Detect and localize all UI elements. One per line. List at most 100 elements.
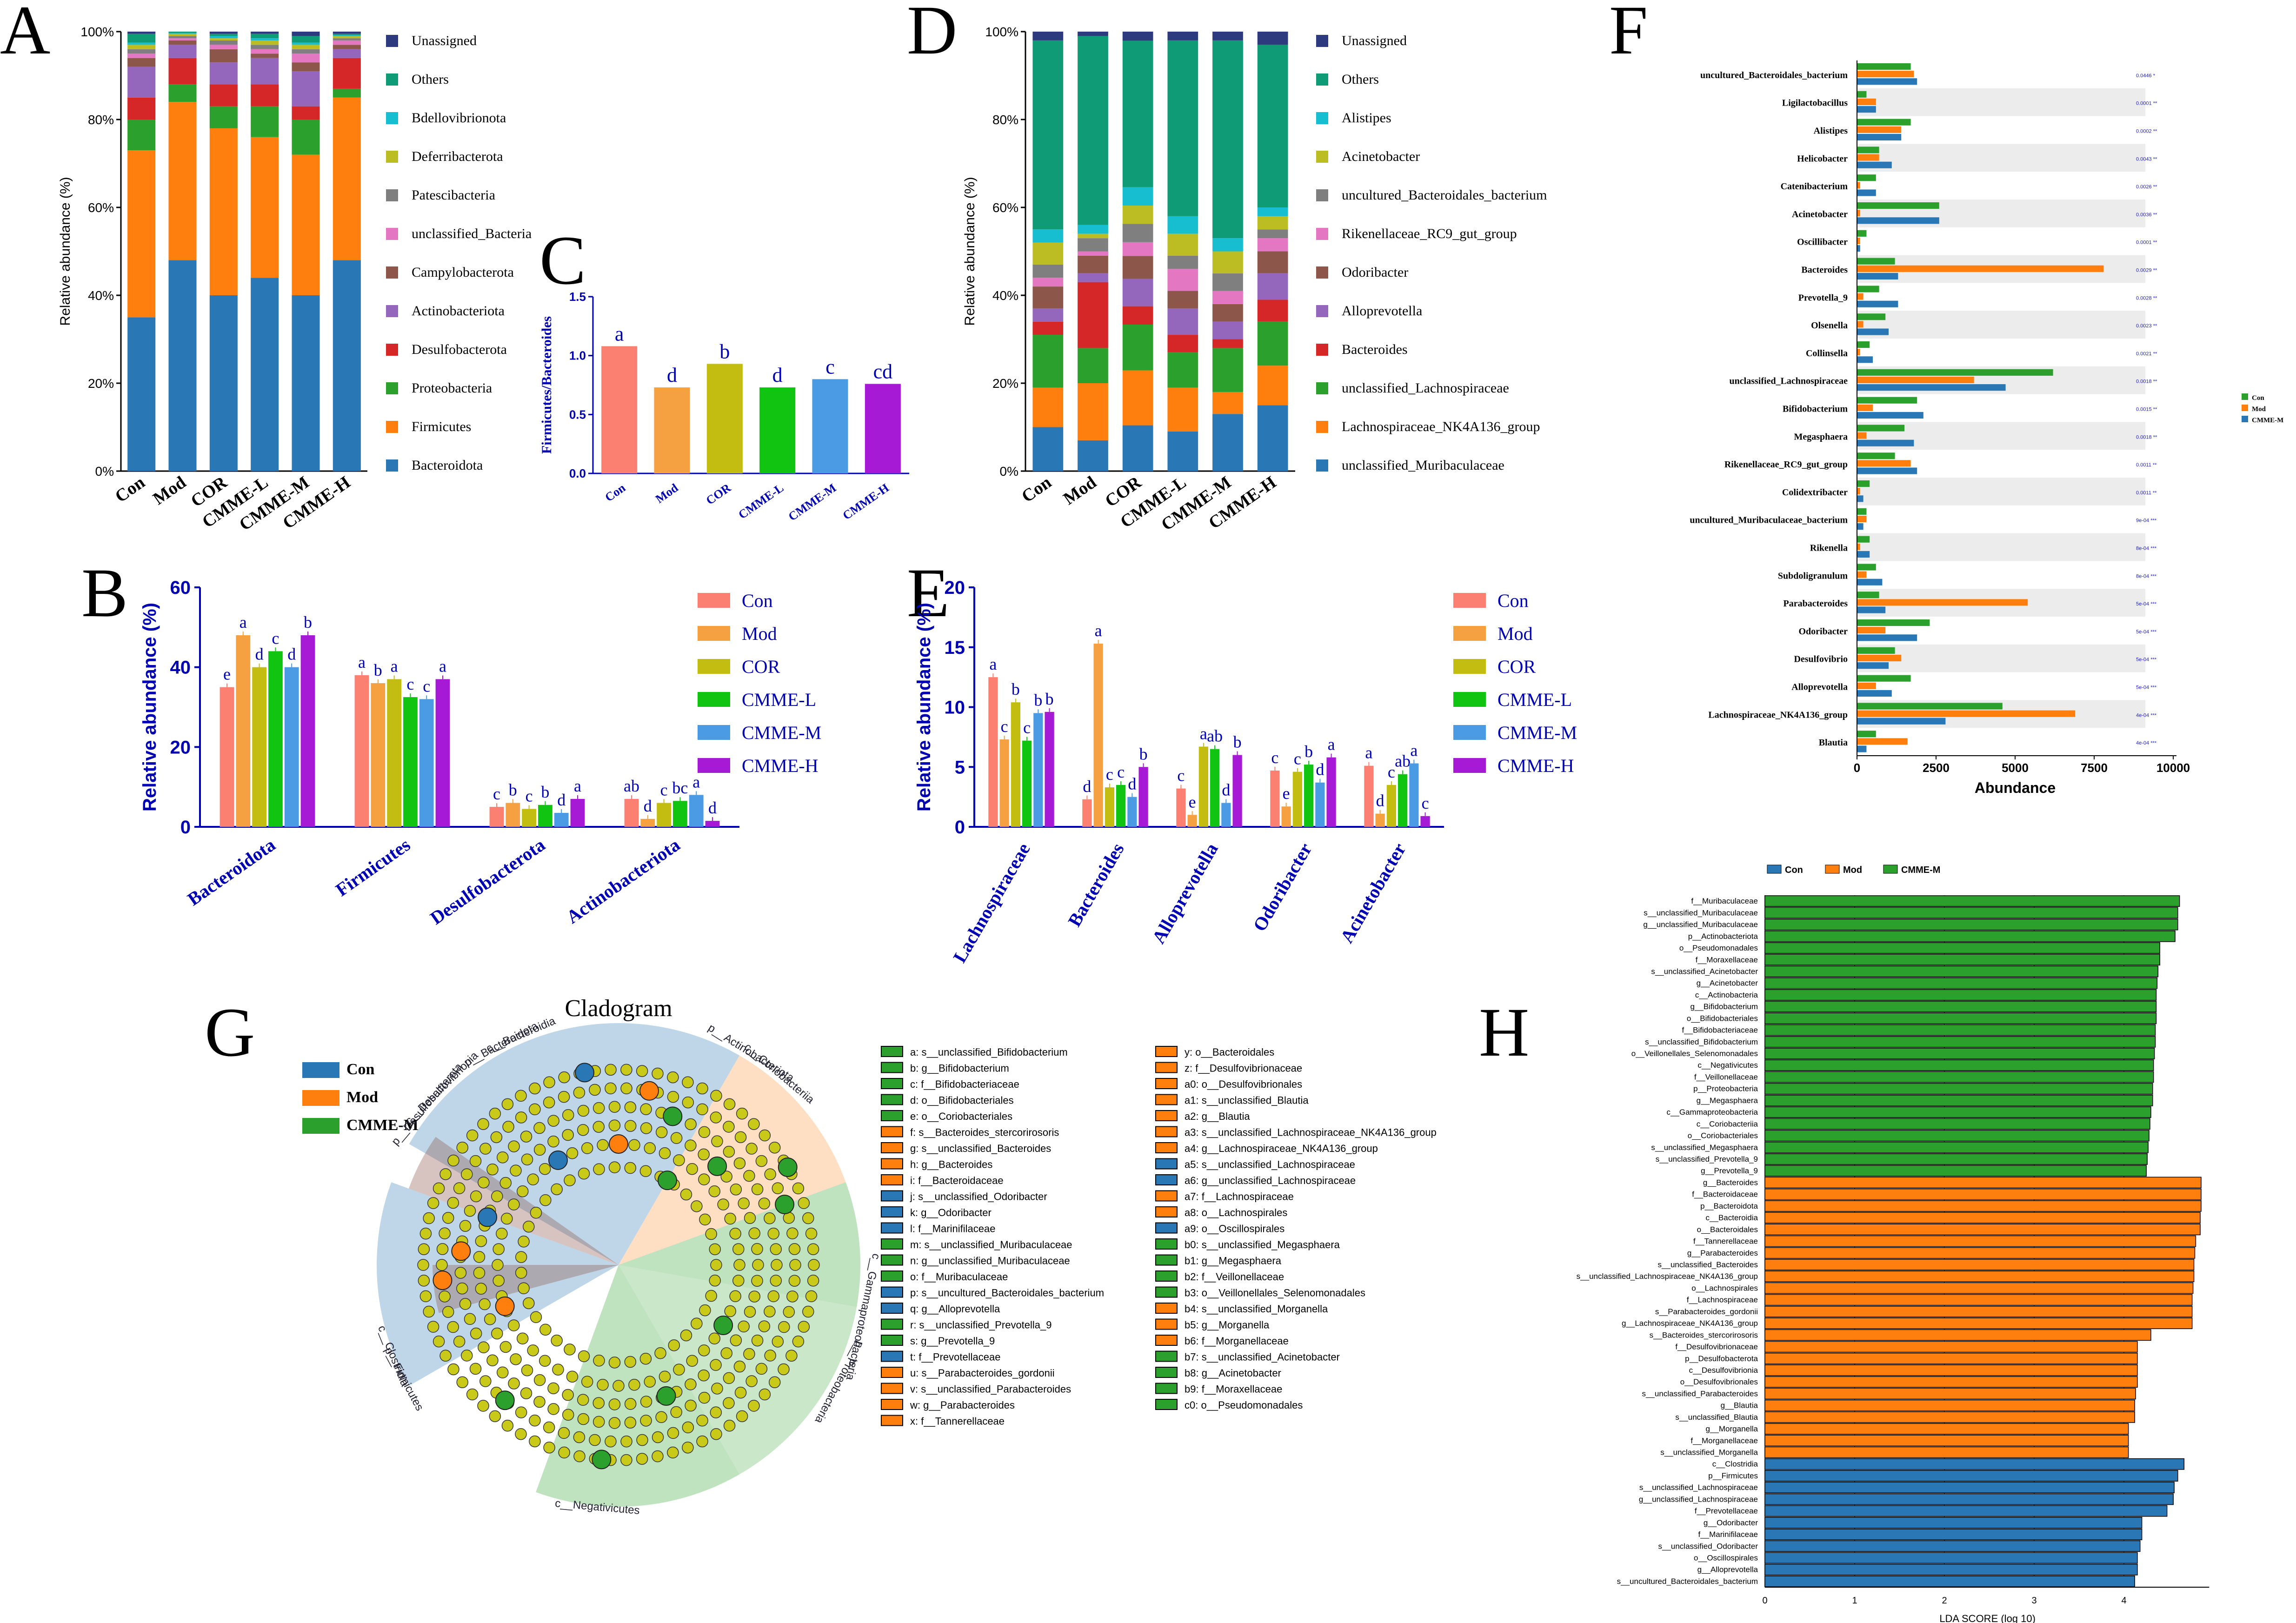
taxon-node	[644, 1142, 656, 1154]
bar-segment	[209, 45, 238, 49]
bar-segment	[292, 53, 320, 63]
bar	[1764, 1446, 2129, 1458]
taxon-node	[624, 1162, 637, 1174]
bar	[999, 739, 1009, 827]
bar-segment	[333, 88, 361, 98]
category-label: Helicobacter	[1797, 153, 1848, 164]
taxon-node	[508, 1140, 520, 1152]
taxon-node	[744, 1212, 756, 1224]
taxon-node	[698, 1173, 710, 1185]
y-tick-label: 20%	[992, 376, 1018, 391]
bar-segment	[333, 260, 361, 471]
key-swatch	[1155, 1046, 1178, 1057]
taxon-node	[639, 1352, 652, 1365]
legend-swatch	[386, 228, 398, 240]
bar	[1857, 286, 1879, 293]
bar	[1764, 1493, 2174, 1505]
category-label: s__unclassified_Bacteroides	[1658, 1260, 1758, 1269]
bar-segment	[1167, 269, 1198, 291]
bar	[1187, 815, 1197, 827]
bar-segment	[1167, 308, 1198, 335]
taxon-node	[419, 1290, 432, 1303]
bar-segment	[1032, 321, 1064, 335]
legend-swatch	[2242, 416, 2248, 422]
y-tick-label: 100%	[80, 25, 114, 39]
category-label: c__Gammaproteobacteria	[1666, 1108, 1758, 1117]
taxon-node	[453, 1182, 466, 1194]
legend-label: Lachnospiraceae_NK4A136_group	[1342, 419, 1540, 434]
p-value: 9e-04 ***	[2136, 518, 2157, 524]
category-label: Acinetobacter	[1792, 209, 1848, 220]
legend-swatch	[386, 189, 398, 201]
significance-letter: b	[1045, 690, 1054, 708]
legend-swatch	[302, 1118, 339, 1134]
bar	[1857, 328, 1889, 335]
taxon-node	[605, 1082, 617, 1095]
significance-letter: d	[287, 645, 296, 664]
taxon-node	[640, 1396, 652, 1408]
bar-segment	[127, 97, 156, 120]
category-label: g__Bacteroides	[1703, 1178, 1758, 1187]
bar	[522, 809, 536, 827]
p-value: 5e-04 ***	[2136, 685, 2157, 691]
bar-segment	[1122, 325, 1153, 371]
legend-label: Actinobacteriota	[412, 303, 505, 319]
key-label: b: g__Bifidobacterium	[910, 1063, 1009, 1074]
taxon-node	[792, 1182, 805, 1195]
category-label: Prevotella_9	[1798, 293, 1848, 303]
taxon-node	[433, 1335, 445, 1348]
legend-label: CMME-H	[1497, 755, 1574, 776]
bar	[1116, 785, 1126, 827]
taxon-node	[469, 1155, 482, 1167]
bar-segment	[127, 150, 156, 318]
p-value: 0.0036 **	[2136, 212, 2157, 218]
category-label: s__unclassified_Acinetobacter	[1651, 967, 1758, 976]
legend-swatch	[302, 1062, 339, 1078]
key-label: s: g__Prevotella_9	[910, 1335, 995, 1347]
category-label: o__Veillonellales_Selenomonadales	[1631, 1049, 1758, 1058]
category-label: s__unclassified_Prevotella_9	[1656, 1155, 1758, 1164]
category-label: c__Clostridia	[1712, 1460, 1758, 1469]
key-label: u: s__Parabacteroides_gordonii	[910, 1367, 1055, 1379]
x-axis-title: LDA SCORE (log 10)	[1939, 1613, 2036, 1623]
taxon-node	[593, 1163, 605, 1175]
taxon-node	[470, 1190, 482, 1203]
taxon-node	[771, 1259, 783, 1271]
bar	[1764, 1364, 2138, 1376]
key-label: i: f__Bacteroidaceae	[910, 1175, 1004, 1186]
bar-segment	[168, 58, 197, 85]
bar-segment	[251, 84, 279, 106]
bar	[252, 667, 266, 827]
significance-letter: a	[1095, 621, 1102, 640]
taxon-node	[772, 1336, 784, 1348]
taxon-node	[636, 1434, 648, 1446]
taxon-node	[530, 1207, 542, 1219]
bar	[1764, 1200, 2202, 1212]
legend-label: Others	[1342, 72, 1379, 87]
bar-segment	[251, 58, 279, 85]
taxon-node	[729, 1227, 741, 1240]
significance-letter: a	[358, 653, 366, 672]
bar	[1857, 738, 1908, 745]
taxon-node	[461, 1350, 473, 1362]
enriched-node	[451, 1241, 471, 1261]
bar-segment	[1078, 255, 1108, 273]
bar-segment	[1212, 304, 1243, 322]
bar	[1857, 313, 1886, 320]
taxon-node	[597, 1379, 609, 1391]
bar	[1304, 765, 1314, 827]
bar-segment	[1257, 405, 1288, 471]
legend-swatch	[2242, 405, 2248, 411]
bar	[1857, 210, 1860, 217]
bar	[1398, 774, 1408, 827]
bar-segment	[209, 32, 238, 34]
significance-letter: d	[557, 791, 566, 809]
bar-segment	[1257, 273, 1288, 300]
taxon-node	[515, 1267, 527, 1279]
key-swatch	[881, 1238, 903, 1250]
category-label: o__Oscillospirales	[1694, 1553, 1758, 1562]
significance-letter: d	[1083, 777, 1091, 796]
bar	[1857, 300, 1898, 307]
bar	[1857, 174, 1876, 181]
taxon-node	[501, 1419, 514, 1432]
